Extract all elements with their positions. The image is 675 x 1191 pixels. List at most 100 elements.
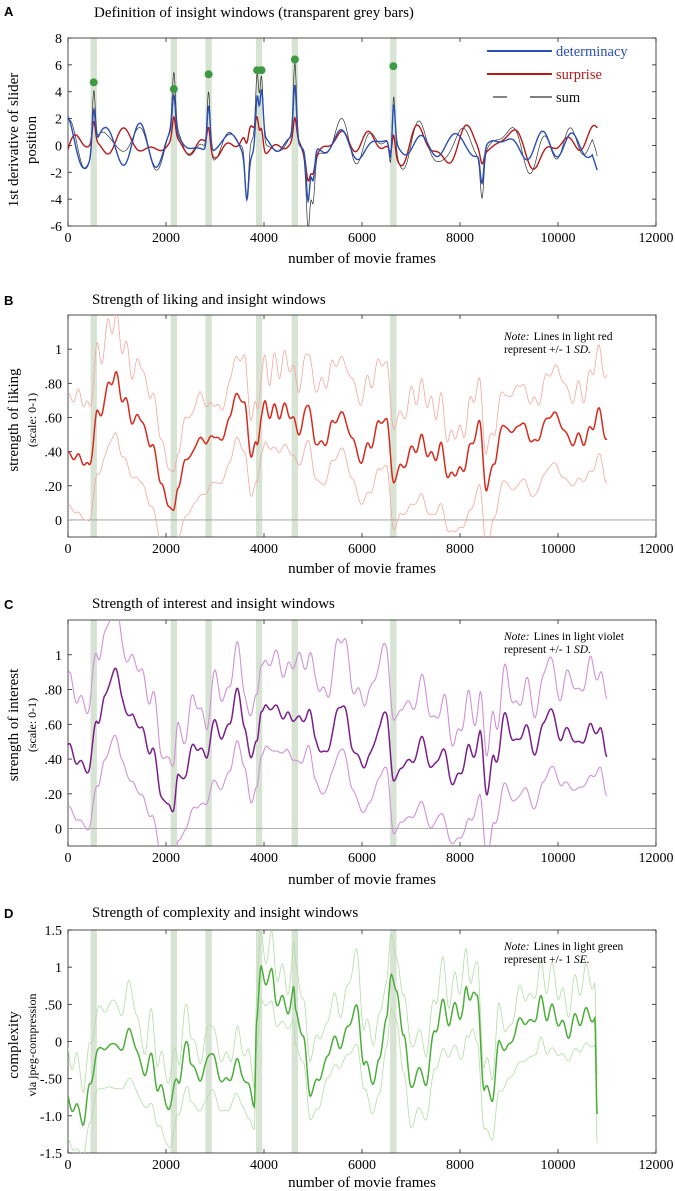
peak-marker [89,78,98,87]
panel-d-note-text1: Lines in light green [534,941,624,953]
panel-d-insight-window [90,930,97,1153]
panel-b-insight-window [291,315,299,537]
panel-a-insight-window [390,38,397,226]
panel-c-ytick-label: 0 [55,823,62,838]
panel-b-ylabel-line2: (scale: 0-1) [25,393,39,447]
panel-a-ytick-label: -6 [50,220,62,235]
panel-a-ytick-label: 6 [55,59,62,74]
panel-d-xtick-label: 8000 [446,1158,474,1173]
panel-a-xtick-label: 6000 [348,231,376,246]
panel-d-ytick-label: 0 [55,1036,62,1051]
panel-b-note-line2: represent +/- 1 SD. [504,344,591,356]
panel-a-plot: 0 2000 4000 6000 8000 10000 12000 -6 -4 -2 0 2 4 6 8 [50,32,673,246]
panel-d-note-text2: represent +/- 1 [504,954,574,966]
panel-a-ytick-label: 4 [55,86,62,101]
peak-marker [290,55,299,64]
panel-b-xlabel: number of movie frames [288,561,436,577]
panel-a-xlabel: number of movie frames [288,251,436,267]
panel-c-letter: C [4,597,14,612]
panel-d-xtick-label: 10000 [541,1158,576,1173]
panel-b-note-prefix: Note: [503,331,530,343]
panel-b-note-text2: represent +/- 1 [504,344,574,356]
panel-d-ytick-label: 1.5 [45,924,63,939]
legend-surprise-label: surprise [556,67,602,83]
panel-a-insight-window [170,38,178,226]
panel-b: B Strength of liking and insight windows… [4,292,674,577]
panel-b-note-stat: SD. [574,344,591,356]
panel-b-plot: 0 2000 4000 6000 8000 10000 12000 0 .20 .40 .60 .80… [45,314,674,557]
panel-a-xtick-label: 10000 [541,231,576,246]
panel-c-ylabel-line1: strength of interest [6,668,22,781]
panel-c-ytick-label: .40 [45,753,63,768]
panel-a-insight-window [291,38,299,226]
panel-a-ylabel-line1: 1st derivative of slider [6,73,22,208]
panel-a-insight-window [255,38,263,226]
peak-marker [257,66,266,75]
panel-a-insight-window [90,38,97,226]
panel-d-ytick-label: .50 [45,998,63,1013]
panel-c-ytick-label: .20 [45,788,63,803]
panel-b-title: Strength of liking and insight windows [92,292,326,308]
panel-c-ytick-label: 1 [55,649,62,664]
panel-d-note-prefix: Note: [503,941,530,953]
panel-a-ytick-label: 2 [55,113,62,128]
panel-c-note-prefix: Note: [503,631,530,643]
panel-c-upper-band-line [68,620,608,768]
panel-b-ytick-label: 1 [55,343,62,358]
panel-c-plot: 0 2000 4000 6000 8000 10000 12000 0 .20 .40 .60 .80… [45,619,674,866]
panel-d-insight-window [390,930,397,1153]
panel-d-xtick-label: 2000 [152,1158,180,1173]
peak-marker [389,62,398,71]
panel-d-ytick-label: -1.5 [40,1147,62,1162]
panel-b-mean-line [68,370,608,512]
panel-c-xtick-label: 12000 [639,851,674,866]
panel-c-insight-window [205,620,212,846]
panel-d-xtick-label: 12000 [639,1158,674,1173]
panel-b-xtick-label: 2000 [152,542,180,557]
panel-c-note-line1: Note: Lines in light violet [503,631,625,643]
panel-b-xtick-label: 6000 [348,542,376,557]
panel-b-insight-window [90,315,97,537]
panel-c-xtick-label: 10000 [541,851,576,866]
panel-a-ytick-label: 0 [55,139,62,154]
panel-b-xtick-label: 0 [65,542,72,557]
panel-c-xtick-label: 4000 [250,851,278,866]
panel-d-upper-band-line [68,930,598,1093]
panel-b-ytick-label: .40 [45,446,63,461]
panel-b-ytick-label: .60 [45,411,63,426]
panel-a-ytick-label: -2 [50,166,62,181]
panel-b-upper-band-line [68,315,608,473]
panel-c-insight-window [390,620,397,846]
panel-a-xtick-label: 2000 [152,231,180,246]
panel-b-insight-window [255,315,263,537]
panel-d-note-line1: Note: Lines in light green [503,941,624,953]
panel-b-xtick-label: 10000 [541,542,576,557]
panel-c: C Strength of interest and insight windo… [4,596,674,888]
panel-c-xtick-label: 8000 [446,851,474,866]
panel-b-ylabel-line1: strength of liking [6,368,22,472]
panel-c-insight-window [291,620,299,846]
series-determinacy-line [68,84,598,204]
panel-d-xtick-label: 6000 [348,1158,376,1173]
panel-a-xtick-label: 4000 [250,231,278,246]
panel-b-note-line1: Note: Lines in light red [503,331,613,343]
panel-a-ytick-label: -4 [50,193,62,208]
panel-d-plot: 0 2000 4000 6000 8000 10000 12000 -1.5 -1.0 -.50 0… [40,924,674,1173]
panel-d-insight-window [291,930,299,1153]
panel-d-insight-window [205,930,212,1153]
panel-c-ylabel-line2: (scale: 0-1) [25,698,39,752]
panel-b-insight-window [170,315,178,537]
panel-d-ytick-label: -1.0 [40,1110,62,1125]
panel-d-ytick-label: -.50 [40,1073,62,1088]
panel-c-xlabel: number of movie frames [288,872,436,888]
panel-a: A Definition of insight windows (transpa… [4,4,674,267]
panel-b-note-text1: Lines in light red [534,331,613,343]
panel-c-title: Strength of interest and insight windows [92,596,335,612]
panel-d-note-stat: SE. [574,954,590,966]
panel-c-note-text1: Lines in light violet [534,631,625,643]
panel-a-letter: A [4,4,14,19]
peak-marker [204,70,213,79]
panel-c-mean-line [68,667,608,813]
panel-c-ytick-label: .80 [45,684,63,699]
